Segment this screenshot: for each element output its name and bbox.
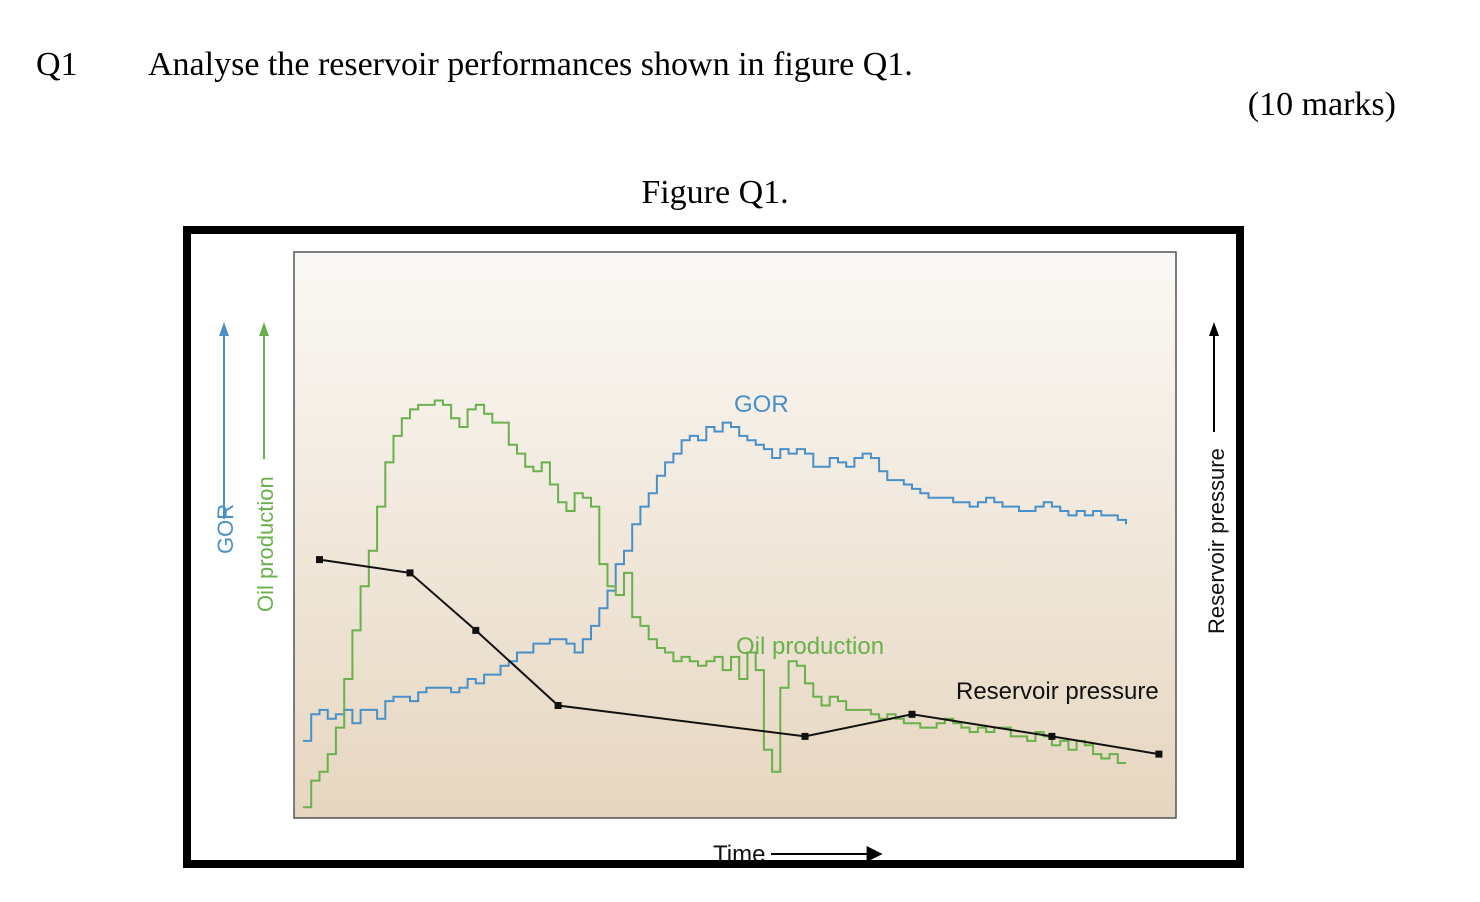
gor-axis-label: GOR <box>213 504 238 554</box>
reservoir-pressure-point <box>908 710 916 718</box>
gor-series-label: GOR <box>734 391 789 418</box>
figure-title: Figure Q1. <box>641 174 789 211</box>
right-axis-pressure: Reservoir pressure <box>1204 322 1229 634</box>
pressure-series-label: Reservoir pressure <box>956 678 1159 705</box>
reservoir-pressure-point <box>406 569 414 577</box>
pressure-axis-arrowhead-icon <box>1209 322 1219 336</box>
x-axis-label: Time <box>713 841 765 860</box>
question-text: Analyse the reservoir performances shown… <box>148 46 913 83</box>
gor-axis-arrowhead-icon <box>219 322 229 336</box>
reservoir-pressure-point <box>801 732 809 740</box>
reservoir-pressure-series-line <box>319 558 1160 756</box>
left-axis-oil: Oil production <box>253 322 278 612</box>
plot-area <box>293 251 1177 819</box>
figure-frame: GOR Oil production Reservoir pressure Ti… <box>183 226 1244 868</box>
oil-series-label: Oil production <box>736 633 884 660</box>
reservoir-pressure-point <box>472 626 480 634</box>
question-number: Q1 <box>36 46 78 83</box>
question-marks: (10 marks) <box>1247 86 1396 123</box>
reservoir-pressure-point <box>554 702 562 709</box>
left-axis-gor: GOR <box>213 322 238 554</box>
oil-production-series-line <box>303 399 1126 809</box>
gor-series-line <box>303 421 1127 742</box>
oil-axis-label: Oil production <box>253 476 278 612</box>
reservoir-pressure-point <box>1048 732 1056 740</box>
pressure-axis-label: Reservoir pressure <box>1204 448 1229 634</box>
reservoir-performance-chart: GOR Oil production Reservoir pressure Ti… <box>213 251 1229 860</box>
oil-axis-arrowhead-icon <box>259 322 269 336</box>
reservoir-pressure-point <box>316 556 323 564</box>
reservoir-pressure-point <box>1155 750 1163 758</box>
